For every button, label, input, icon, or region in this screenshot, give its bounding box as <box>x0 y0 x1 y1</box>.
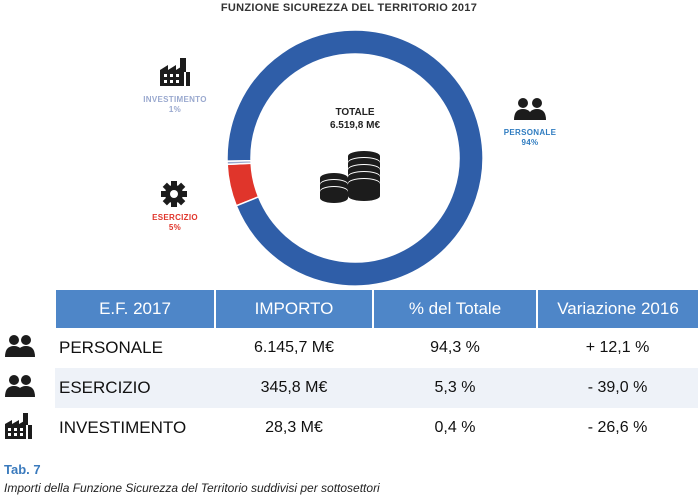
header-blank <box>5 290 55 328</box>
caption-text: Importi della Funzione Sicurezza del Ter… <box>4 481 380 495</box>
center-label: TOTALE <box>335 107 375 118</box>
label-personale: PERSONALE 94% <box>490 128 570 148</box>
row-importo: 345,8 M€ <box>215 368 373 408</box>
row-importo: 28,3 M€ <box>265 419 323 436</box>
label-personale-name: PERSONALE <box>503 128 557 137</box>
gear-icon <box>161 181 187 207</box>
chart-title: FUNZIONE SICUREZZA DEL TERRITORIO 2017 <box>220 2 478 14</box>
label-investimento-pct: 1% <box>168 105 182 114</box>
people-icon <box>514 98 546 120</box>
people-icon <box>5 334 35 357</box>
people-icon <box>5 374 35 397</box>
label-esercizio-name: ESERCIZIO <box>152 213 198 222</box>
header-variazione: Variazione 2016 <box>536 290 698 328</box>
table-header-row: E.F. 2017 IMPORTO % del Totale Variazion… <box>5 290 698 328</box>
row-var: + 12,1 % <box>585 339 650 356</box>
center-value: 6.519,8 M€ <box>329 120 381 131</box>
factory-icon <box>5 412 32 439</box>
donut-chart <box>226 29 484 287</box>
donut-slice-personale <box>226 29 484 287</box>
label-investimento-name: INVESTIMENTO <box>143 95 207 104</box>
row-pct: 5,3 % <box>373 368 537 408</box>
header-importo: IMPORTO <box>214 290 373 328</box>
label-esercizio: ESERCIZIO 5% <box>135 213 215 233</box>
row-var: - 26,6 % <box>587 419 648 436</box>
row-name: ESERCIZIO <box>55 368 215 408</box>
center-total: TOTALE 6.519,8 M€ <box>295 106 415 132</box>
table-row: PERSONALE 6.145,7 M€ 94,3 % + 12,1 % <box>5 328 698 368</box>
row-pct: 94,3 % <box>430 339 480 356</box>
row-name: PERSONALE <box>59 338 163 357</box>
header-ef: E.F. 2017 <box>54 290 215 328</box>
coins-icon <box>320 151 380 203</box>
label-personale-pct: 94% <box>521 138 539 147</box>
table-row: INVESTIMENTO 28,3 M€ 0,4 % - 26,6 % <box>5 408 698 448</box>
row-name: INVESTIMENTO <box>59 418 187 437</box>
data-table: E.F. 2017 IMPORTO % del Totale Variazion… <box>5 290 698 448</box>
label-investimento: INVESTIMENTO 1% <box>130 95 220 115</box>
caption-label: Tab. 7 <box>4 462 41 477</box>
table-row: ESERCIZIO 345,8 M€ 5,3 % - 39,0 % <box>5 368 698 408</box>
row-var: - 39,0 % <box>537 368 698 408</box>
row-importo: 6.145,7 M€ <box>253 339 335 356</box>
factory-icon <box>160 58 190 86</box>
row-pct: 0,4 % <box>434 419 476 436</box>
header-pct: % del Totale <box>372 290 537 328</box>
label-esercizio-pct: 5% <box>168 223 182 232</box>
